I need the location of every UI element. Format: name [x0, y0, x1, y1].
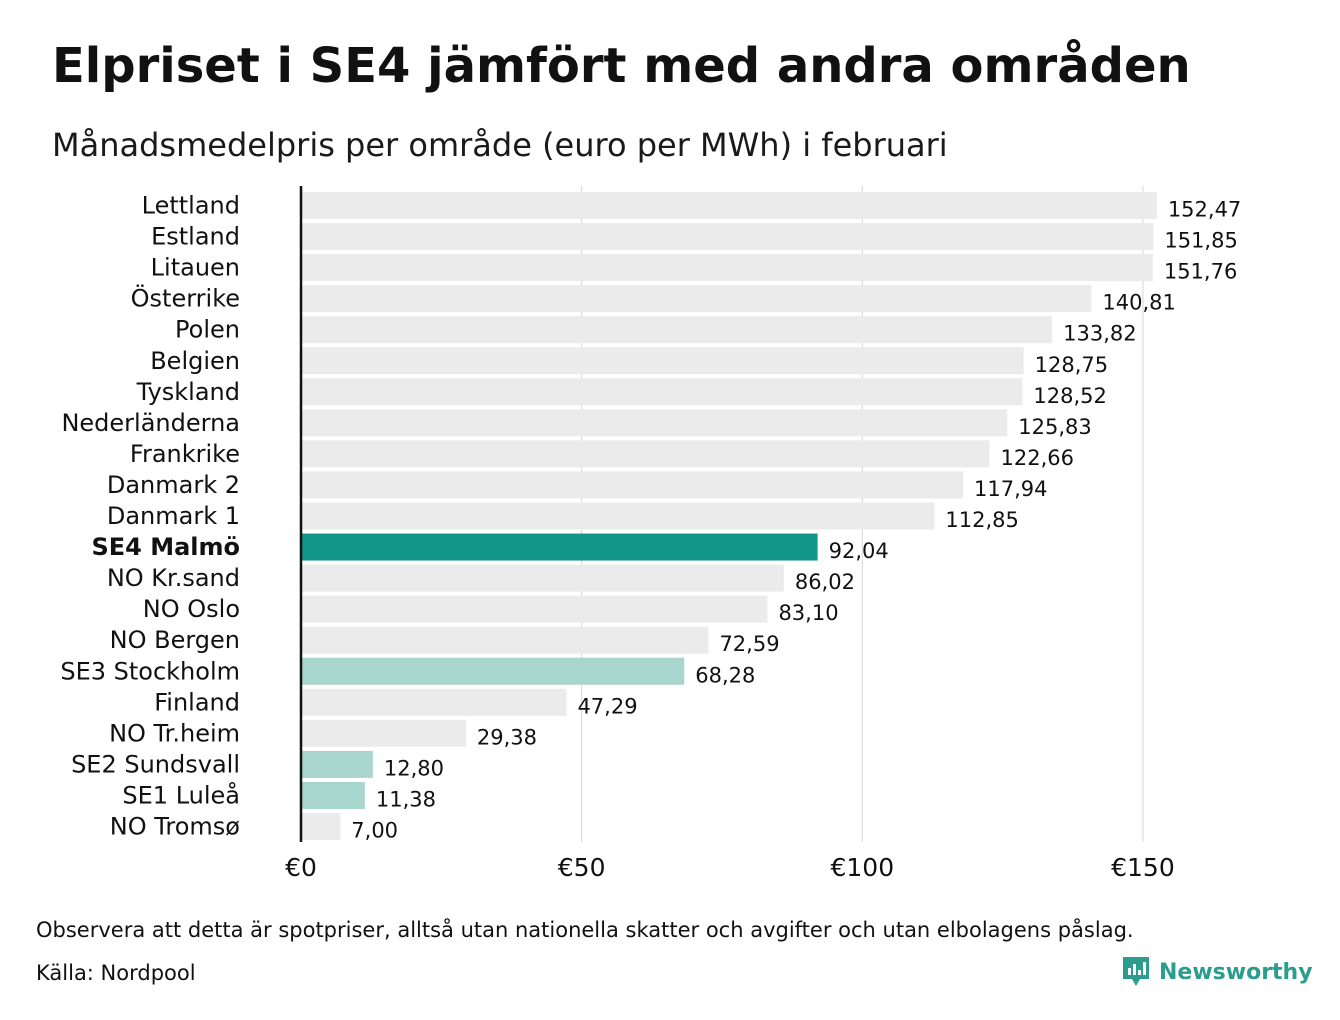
bar	[301, 471, 963, 499]
category-label: SE3 Stockholm	[60, 657, 240, 685]
value-label: 122,66	[1000, 446, 1073, 470]
source-credit: Källa: Nordpool	[36, 961, 196, 985]
value-label: 11,38	[376, 787, 436, 811]
bar	[301, 813, 341, 840]
category-label: NO Bergen	[110, 626, 240, 654]
category-label: SE1 Luleå	[122, 780, 240, 809]
value-label: 7,00	[351, 819, 398, 843]
category-label: Litauen	[151, 254, 240, 282]
category-label: Danmark 2	[107, 471, 240, 499]
bar	[301, 750, 373, 778]
chart-title: Elpriset i SE4 jämfört med andra områden	[52, 38, 1191, 94]
bar	[301, 316, 1053, 344]
value-label: 128,75	[1035, 353, 1108, 377]
category-label: Lettland	[142, 192, 240, 220]
bar	[301, 781, 365, 809]
bar	[301, 409, 1008, 437]
value-label: 140,81	[1102, 291, 1175, 315]
bar	[301, 595, 768, 623]
bar	[301, 223, 1154, 251]
category-label: Österrike	[131, 284, 240, 313]
x-tick-label: €0	[285, 853, 317, 882]
category-label: Tyskland	[136, 378, 240, 406]
value-label: 152,47	[1168, 198, 1241, 222]
value-label: 112,85	[945, 508, 1018, 532]
value-label: 151,76	[1164, 260, 1237, 284]
category-label: SE4 Malmö	[91, 533, 240, 561]
category-label: Estland	[151, 223, 240, 251]
bar	[301, 192, 1157, 219]
bar	[301, 347, 1024, 375]
value-label: 151,85	[1164, 229, 1237, 253]
brand-logo: Newsworthy	[1121, 955, 1313, 989]
x-tick-label: €50	[558, 853, 606, 882]
bar	[301, 719, 466, 747]
category-label: Finland	[154, 688, 240, 716]
bar-chart-speech-bubble-icon	[1123, 957, 1149, 986]
bar	[301, 657, 685, 685]
brand-name: Newsworthy	[1159, 959, 1313, 985]
value-label: 133,82	[1063, 322, 1136, 346]
bars	[301, 192, 1157, 840]
footnote: Observera att detta är spotpriser, allts…	[36, 918, 1134, 942]
category-label: Danmark 1	[107, 502, 240, 530]
category-label: NO Kr.sand	[107, 564, 240, 592]
category-label: NO Tromsø	[110, 813, 240, 841]
category-label: Polen	[175, 316, 240, 344]
value-label: 47,29	[577, 694, 637, 718]
category-label: NO Tr.heim	[109, 719, 240, 747]
value-label: 72,59	[719, 632, 779, 656]
x-tick-label: €100	[830, 853, 894, 882]
value-label: 92,04	[829, 539, 889, 563]
axes: €0 €50 €100 €150	[285, 186, 1175, 882]
value-label: 125,83	[1018, 415, 1091, 439]
value-label: 128,52	[1033, 384, 1106, 408]
value-label: 29,38	[477, 725, 537, 749]
bar	[301, 254, 1153, 282]
value-label: 86,02	[795, 570, 855, 594]
bar	[301, 378, 1023, 406]
category-label: Nederländerna	[61, 409, 240, 437]
value-label: 68,28	[695, 663, 755, 687]
value-label: 117,94	[974, 477, 1047, 501]
category-label: Frankrike	[130, 440, 240, 468]
bar	[301, 502, 935, 530]
value-labels: 152,47 151,85 151,76 140,81 133,82 128,75 128,…	[351, 198, 1241, 843]
x-tick-label: €150	[1111, 853, 1175, 882]
bar	[301, 533, 818, 561]
value-label: 12,80	[384, 756, 444, 780]
bar	[301, 688, 567, 716]
category-label: Belgien	[150, 347, 240, 375]
category-label: NO Oslo	[143, 595, 240, 623]
bar	[301, 285, 1092, 313]
category-label: SE2 Sundsvall	[71, 750, 240, 778]
chart-subtitle: Månadsmedelpris per område (euro per MWh…	[52, 126, 948, 164]
value-label: 83,10	[778, 601, 838, 625]
bar	[301, 440, 990, 468]
bar	[301, 564, 784, 592]
bar	[301, 626, 709, 654]
